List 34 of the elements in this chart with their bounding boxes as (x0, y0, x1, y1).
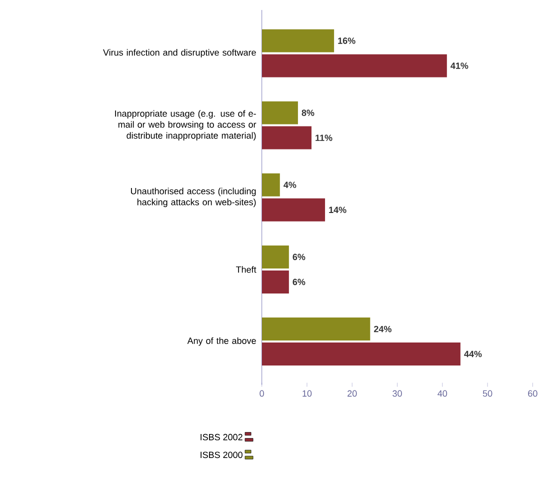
bar (262, 270, 289, 294)
y-tick-label: Inappropriate usage (e.g. use of e-mail or web browsing to access or distribute inappropriate material) (115, 110, 256, 141)
data-label: 8% (302, 110, 314, 116)
data-label: 14% (329, 206, 346, 214)
data-label: 6% (292, 278, 306, 286)
bar (262, 198, 326, 222)
bar (262, 101, 298, 124)
bar (262, 29, 334, 52)
y-tick-label: Virus infection and disruptive software (103, 49, 256, 58)
data-label: 41% (450, 62, 468, 70)
data-label: 24% (374, 326, 392, 332)
x-tick-label: 60 (528, 390, 538, 397)
x-tick-label: 20 (348, 390, 357, 397)
bar (262, 126, 312, 150)
data-label: 44% (464, 351, 482, 358)
data-label: 6% (292, 254, 306, 260)
x-tick-label: 30 (392, 390, 402, 397)
y-tick-label: Any of the above (187, 337, 256, 346)
bar (262, 174, 280, 197)
legend-label: ISBS 2000 (200, 452, 242, 458)
data-label: 4% (284, 182, 296, 188)
x-tick-label: 10 (302, 390, 312, 397)
x-tick-label: 0 (260, 390, 264, 397)
data-label: 16% (338, 38, 356, 44)
bar (262, 318, 370, 341)
bar (262, 246, 289, 269)
bar (262, 342, 460, 366)
x-tick-label: 50 (482, 390, 492, 397)
data-label: 11% (316, 134, 332, 142)
legend-label: ISBS 2002 (200, 434, 242, 440)
bar (262, 54, 447, 78)
y-tick-label: Theft (236, 266, 256, 273)
y-tick-label: Unauthorised access (including hacking attacks on web-sites) (131, 188, 256, 208)
x-tick-label: 40 (438, 390, 448, 397)
